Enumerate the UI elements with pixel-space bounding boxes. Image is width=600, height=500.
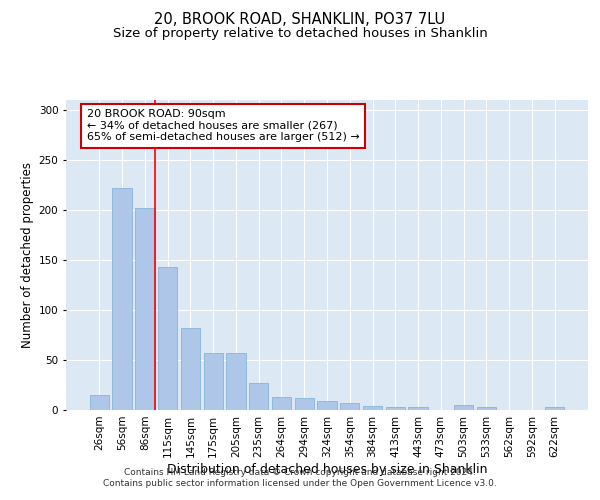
Bar [226,353,245,410]
X-axis label: Distribution of detached houses by size in Shanklin: Distribution of detached houses by size … [167,462,487,475]
Bar [317,401,337,410]
Bar [112,188,132,410]
Text: Size of property relative to detached houses in Shanklin: Size of property relative to detached ho… [113,28,487,40]
Bar [158,267,178,410]
Text: 20, BROOK ROAD, SHANKLIN, PO37 7LU: 20, BROOK ROAD, SHANKLIN, PO37 7LU [154,12,446,28]
Bar [476,407,496,410]
Bar [249,383,268,410]
Bar [340,403,359,410]
Bar [181,328,200,410]
Bar [90,395,109,410]
Text: Contains HM Land Registry data © Crown copyright and database right 2024.
Contai: Contains HM Land Registry data © Crown c… [103,468,497,487]
Bar [454,405,473,410]
Text: 20 BROOK ROAD: 90sqm
← 34% of detached houses are smaller (267)
65% of semi-deta: 20 BROOK ROAD: 90sqm ← 34% of detached h… [87,110,359,142]
Bar [386,407,405,410]
Bar [135,208,155,410]
Y-axis label: Number of detached properties: Number of detached properties [22,162,34,348]
Bar [203,353,223,410]
Bar [272,397,291,410]
Bar [295,398,314,410]
Bar [409,407,428,410]
Bar [545,407,564,410]
Bar [363,406,382,410]
